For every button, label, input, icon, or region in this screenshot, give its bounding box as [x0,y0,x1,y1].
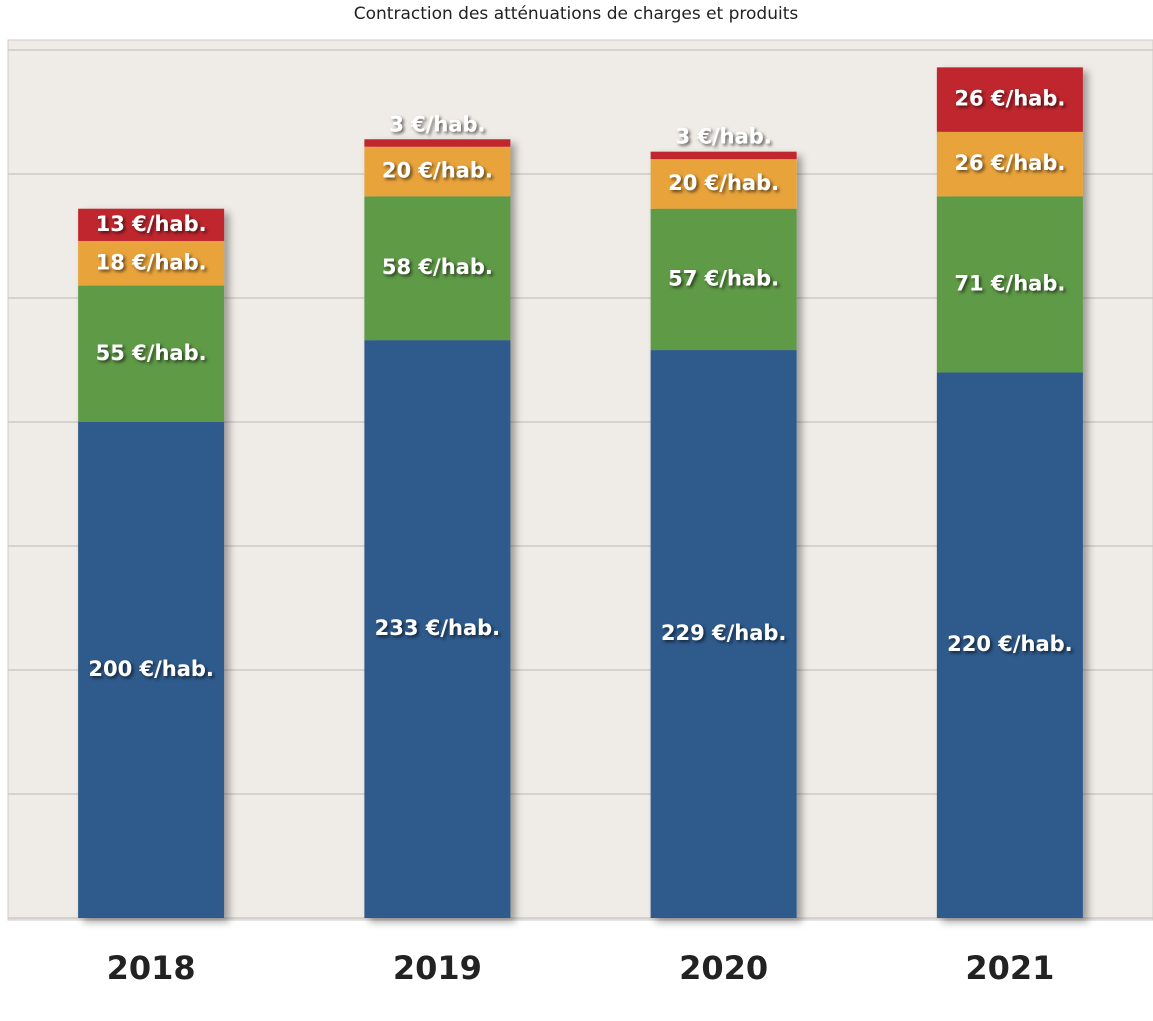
bar-segment [936,372,1083,918]
bar-segment [78,422,225,918]
value-label: 20 €/hab. [382,159,493,183]
value-label: 71 €/hab. [954,271,1065,295]
bar-group [650,151,797,919]
chart-title: Contraction des atténuations de charges … [354,4,799,24]
bar-segment [650,350,797,919]
value-label: 18 €/hab. [96,250,207,274]
value-label: 200 €/hab. [88,657,214,681]
bar-segment [936,131,1083,197]
value-label: 3 €/hab. [675,125,771,149]
x-tick-label: 2020 [679,949,768,987]
bar-segment [650,208,797,351]
x-tick-label: 2021 [965,949,1054,987]
value-label: 26 €/hab. [954,151,1065,175]
bar-segment [364,196,511,341]
value-label: 57 €/hab. [668,266,779,290]
bar-segment [936,196,1083,373]
value-label: 229 €/hab. [661,621,787,645]
bar-segment [78,240,225,286]
value-label: 13 €/hab. [96,212,207,236]
value-label: 20 €/hab. [668,171,779,195]
value-label: 233 €/hab. [375,616,501,640]
x-tick-label: 2018 [107,949,196,987]
bar-segment [78,208,225,241]
bar-group [364,139,511,918]
bar-segment [650,159,797,209]
bar-segment [78,285,225,422]
value-label: 3 €/hab. [389,112,485,136]
bar-segment [364,146,511,197]
bar-segment [364,139,511,147]
bar-segment [936,67,1083,132]
x-tick-label: 2019 [393,949,482,987]
value-label: 26 €/hab. [954,87,1065,111]
bar-segment [364,340,511,918]
bar-segment [650,151,797,160]
value-label: 58 €/hab. [382,255,493,279]
bar-group [936,67,1083,918]
bar-group [78,208,225,918]
value-label: 220 €/hab. [947,632,1073,656]
value-label: 55 €/hab. [96,341,207,365]
